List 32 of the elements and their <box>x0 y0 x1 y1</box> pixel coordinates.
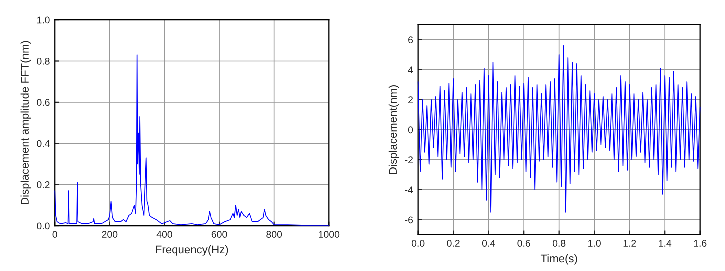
x-axis-title: Time(s) <box>540 254 578 265</box>
y-tick-label: -6 <box>405 216 414 224</box>
line-series <box>418 46 701 213</box>
x-tick-label: 1.0 <box>588 240 601 247</box>
x-tick-label: 1.2 <box>624 240 636 247</box>
y-axis-title: Displacement amplitude FFT(nm) <box>20 41 32 205</box>
y-tick-label: 0.4 <box>37 140 50 148</box>
x-tick-label: 0.8 <box>552 240 566 247</box>
x-tick-label: 0.2 <box>447 240 460 247</box>
x-tick-label: 1.4 <box>659 240 672 247</box>
y-tick-label: 0.0 <box>37 222 50 230</box>
x-tick-label: 0.6 <box>518 240 530 247</box>
x-tick-label: 0 <box>52 231 58 238</box>
y-tick-label: -4 <box>405 186 414 194</box>
x-tick-label: 400 <box>156 231 172 238</box>
x-tick-label: 1.6 <box>694 240 707 247</box>
y-tick-label: 0 <box>408 126 414 134</box>
x-tick-label: 600 <box>212 231 228 238</box>
x-tick-label: 0.4 <box>482 240 496 247</box>
y-tick-label: 2 <box>408 96 413 104</box>
x-tick-label: 1000 <box>319 231 340 238</box>
x-tick-label: 200 <box>102 231 118 238</box>
y-tick-label: 4 <box>408 66 414 74</box>
y-tick-label: 0.6 <box>37 99 50 106</box>
y-tick-label: 6 <box>408 36 414 44</box>
x-tick-label: 800 <box>266 231 282 238</box>
x-axis-title: Frequency(Hz) <box>156 245 228 256</box>
y-tick-label: 0.2 <box>37 182 50 188</box>
y-axis-title: Displacement(nm) <box>388 86 400 174</box>
y-tick-label: -2 <box>405 156 413 164</box>
y-tick-label: 0.8 <box>37 58 50 65</box>
y-tick-label: 1.0 <box>37 16 50 24</box>
